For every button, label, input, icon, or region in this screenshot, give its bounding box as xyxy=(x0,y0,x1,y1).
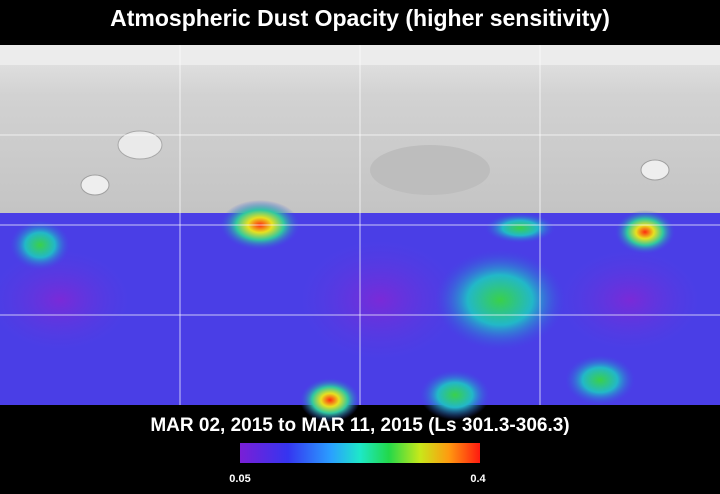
graticule xyxy=(0,45,720,405)
dust-low xyxy=(0,250,130,350)
dust-high xyxy=(420,370,490,420)
dust-high xyxy=(10,220,70,270)
volcano xyxy=(80,174,110,196)
colorbar xyxy=(240,443,480,463)
dust-low xyxy=(560,250,700,350)
colorbar-min-label: 0.05 xyxy=(229,473,250,485)
dust-high xyxy=(435,250,565,350)
dust-high xyxy=(565,355,635,405)
colorbar-max-label: 0.4 xyxy=(470,473,486,485)
dust-high xyxy=(485,213,555,243)
highland xyxy=(370,145,490,195)
volcano xyxy=(117,130,163,160)
dust-high xyxy=(615,210,675,254)
map xyxy=(0,45,720,422)
title: Atmospheric Dust Opacity (higher sensiti… xyxy=(110,5,610,31)
date-range: MAR 02, 2015 to MAR 11, 2015 (Ls 301.3-3… xyxy=(150,415,569,436)
dust-low xyxy=(300,240,460,360)
volcano xyxy=(640,159,670,181)
dust-high xyxy=(300,378,360,422)
